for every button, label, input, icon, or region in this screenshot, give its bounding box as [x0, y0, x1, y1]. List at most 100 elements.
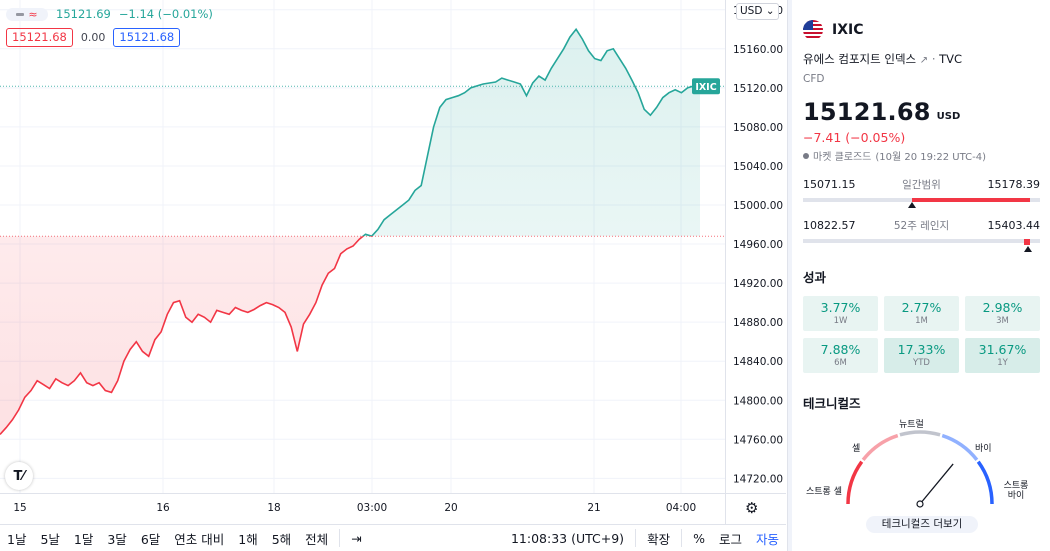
- perf-cell-1w[interactable]: 3.77% 1W: [803, 296, 878, 331]
- perf-label: YTD: [913, 358, 930, 368]
- panel-resize-handle[interactable]: [787, 0, 792, 551]
- day-range-fill: [911, 198, 1030, 202]
- gauge-segment-neutral: [899, 430, 941, 437]
- week52-high: 15403.44: [987, 219, 1041, 232]
- range-1y[interactable]: 1해: [238, 531, 258, 547]
- chart-pane[interactable]: 15 20 0.00 15160.00 15120.00 15080.00 15040.00…: [0, 0, 786, 524]
- day-range: 15071.15 일간범위 15178.39: [803, 177, 1040, 208]
- week52-bar: [803, 239, 1040, 252]
- price-tick-label: 15000.00: [733, 200, 783, 212]
- price-tick-label: 15040.00: [733, 161, 783, 173]
- time-tick-label: 20: [444, 502, 457, 514]
- perf-value: 3.77%: [820, 300, 861, 315]
- range-6m[interactable]: 6달: [140, 531, 161, 547]
- area-fill-up: [363, 29, 700, 237]
- price-tick-label: 14840.00: [733, 356, 783, 368]
- time-tick-label: 16: [156, 502, 170, 514]
- gauge-segment-buy: [941, 433, 979, 461]
- chart-legend: ≈ 15121.69 −1.14 (−0.01%) 15121.68 0.00 …: [6, 6, 213, 47]
- range-5y[interactable]: 5해: [271, 531, 292, 547]
- area-fill-down: [0, 236, 700, 435]
- week52-fill: [1023, 239, 1030, 245]
- price-chart[interactable]: 15 20 0.00 15160.00 15120.00 15080.00 15040.00…: [0, 0, 786, 524]
- bottom-toolbar: 1날 5날 1달 3달 6달 연초 대비 1해 5해 전체 ⇥ 11:08:33…: [0, 524, 786, 551]
- perf-label: 3M: [996, 316, 1009, 326]
- buy-price-box[interactable]: 15121.68: [113, 28, 181, 47]
- full-name-text: 유에스 컴포지트 인덱스: [803, 52, 917, 66]
- perf-label: 6M: [834, 358, 847, 368]
- last-price-symbol-tag: [692, 78, 720, 95]
- time-tick-label: 15: [13, 502, 26, 514]
- auto-scale-toggle[interactable]: 자동: [755, 531, 779, 547]
- perf-cell-3m[interactable]: 2.98% 3M: [965, 296, 1040, 331]
- chevron-down-icon: ⌄: [765, 5, 775, 17]
- gauge-buy-label: 바이: [975, 444, 992, 454]
- price-tick-label: 14960.00: [733, 239, 783, 251]
- price-tick-label: 14800.00: [733, 395, 783, 407]
- price-tick-label: 15160.00: [733, 44, 783, 56]
- range-1m[interactable]: 1달: [73, 531, 94, 547]
- perf-label: 1Y: [997, 358, 1008, 368]
- legend-toggle[interactable]: ≈: [6, 7, 48, 21]
- perf-label: 1W: [833, 316, 848, 326]
- perf-cell-ytd[interactable]: 17.33% YTD: [884, 338, 959, 373]
- perf-cell-1y[interactable]: 31.67% 1Y: [965, 338, 1040, 373]
- gauge-strong-buy-label: 스트롱 바이: [1003, 481, 1029, 501]
- range-3m[interactable]: 3달: [107, 531, 127, 547]
- gauge-segment-sell: [861, 433, 899, 461]
- range-5d[interactable]: 5날: [40, 531, 60, 547]
- external-link-icon[interactable]: ↗: [919, 55, 929, 66]
- legend-change: −1.14 (−0.01%): [118, 7, 213, 21]
- perf-cell-6m[interactable]: 7.88% 6M: [803, 338, 878, 373]
- week52-label: 52주 레인지: [893, 220, 950, 232]
- currency-dropdown[interactable]: USD ⌄: [736, 3, 779, 20]
- gauge-segment-strong-sell: [846, 460, 864, 505]
- toolbar-divider: [635, 529, 637, 547]
- log-toggle[interactable]: 로그: [718, 531, 742, 547]
- symbol-name[interactable]: IXIC: [832, 22, 864, 38]
- session-button[interactable]: 확장: [647, 531, 671, 547]
- time-tick-label: 04:00: [666, 502, 696, 514]
- time-tick-label: 21: [587, 502, 600, 514]
- more-technicals-button[interactable]: 테크니컬즈 더보기: [866, 516, 978, 533]
- day-range-high: 15178.39: [987, 178, 1040, 191]
- day-range-bar: [803, 198, 1040, 208]
- range-ytd[interactable]: 연초 대비: [174, 531, 225, 547]
- percent-toggle[interactable]: %: [693, 530, 705, 546]
- market-status: 마켓 클로즈드 (10월 20 19:22 UTC-4): [803, 148, 1040, 163]
- wave-icon: ≈: [28, 7, 38, 21]
- gear-icon[interactable]: ⚙: [745, 499, 759, 517]
- technicals-title: 테크니컬즈: [803, 396, 861, 411]
- price-tick-label: 15080.00: [733, 122, 783, 134]
- line-icon: [16, 12, 25, 16]
- price-change: −7.41 (−0.05%): [803, 130, 906, 145]
- symbol-full-name: 유에스 컴포지트 인덱스 ↗ · TVC: [803, 52, 963, 66]
- range-all[interactable]: 전체: [305, 531, 329, 547]
- price-line-down: [0, 236, 373, 435]
- day-range-label: 일간범위: [902, 179, 941, 191]
- time-tick-label: 18: [267, 502, 280, 514]
- gauge-sell-label: 셀: [852, 444, 861, 454]
- gauge-needle: [919, 463, 954, 505]
- exchange-name[interactable]: TVC: [939, 52, 963, 66]
- perf-label: 1M: [915, 316, 928, 326]
- date-range-icon[interactable]: ⇥: [351, 530, 362, 546]
- time-tick-label: 03:00: [357, 502, 387, 514]
- perf-cell-1m[interactable]: 2.77% 1M: [884, 296, 959, 331]
- day-range-marker-icon: [907, 202, 916, 208]
- price-tick-label: 14880.00: [733, 317, 783, 329]
- gauge-arc: [846, 430, 994, 508]
- market-time: (10월 20 19:22 UTC-4): [875, 152, 986, 163]
- sell-price-box[interactable]: 15121.68: [6, 28, 73, 47]
- price-tick-label: 14760.00: [733, 434, 783, 446]
- range-1d[interactable]: 1날: [7, 531, 27, 547]
- gauge-strong-sell-label: 스트롱 셀: [806, 487, 842, 497]
- clock-time[interactable]: 11:08:33 (UTC+9): [510, 530, 625, 546]
- price-tick-label: 14920.00: [733, 278, 783, 290]
- perf-value: 17.33%: [897, 342, 946, 357]
- gauge-pivot: [916, 500, 924, 508]
- week52-low: 10822.57: [803, 219, 856, 232]
- toolbar-divider: [339, 529, 341, 547]
- tradingview-logo-icon[interactable]: T⁄: [5, 462, 33, 490]
- price-tick-label: 15120.00: [733, 83, 783, 95]
